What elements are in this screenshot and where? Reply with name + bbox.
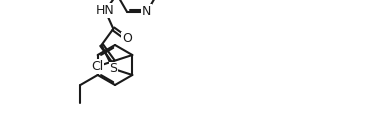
Text: HN: HN bbox=[96, 4, 115, 17]
Text: O: O bbox=[122, 32, 132, 45]
Text: S: S bbox=[109, 62, 117, 75]
Text: Cl: Cl bbox=[91, 60, 103, 73]
Text: N: N bbox=[142, 5, 152, 18]
